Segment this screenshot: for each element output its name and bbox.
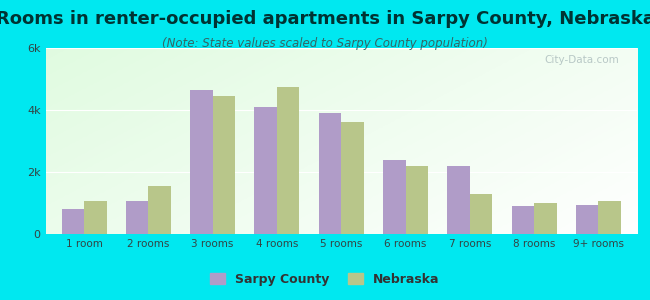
Legend: Sarpy County, Nebraska: Sarpy County, Nebraska xyxy=(205,268,445,291)
Bar xyxy=(318,113,341,234)
Bar xyxy=(406,166,428,234)
Bar xyxy=(213,96,235,234)
Bar xyxy=(62,209,84,234)
Bar xyxy=(599,202,621,234)
Bar xyxy=(576,205,599,234)
Bar xyxy=(470,194,492,234)
Text: Rooms in renter-occupied apartments in Sarpy County, Nebraska: Rooms in renter-occupied apartments in S… xyxy=(0,11,650,28)
Bar xyxy=(277,87,300,234)
Bar xyxy=(512,206,534,234)
Bar xyxy=(383,160,406,234)
Bar xyxy=(447,166,470,234)
Bar xyxy=(254,107,277,234)
Bar xyxy=(534,203,556,234)
Bar xyxy=(126,202,148,234)
Bar xyxy=(148,186,171,234)
Bar xyxy=(341,122,364,234)
Text: (Note: State values scaled to Sarpy County population): (Note: State values scaled to Sarpy Coun… xyxy=(162,38,488,50)
Bar xyxy=(84,202,107,234)
Text: City-Data.com: City-Data.com xyxy=(545,56,619,65)
Bar xyxy=(190,90,213,234)
